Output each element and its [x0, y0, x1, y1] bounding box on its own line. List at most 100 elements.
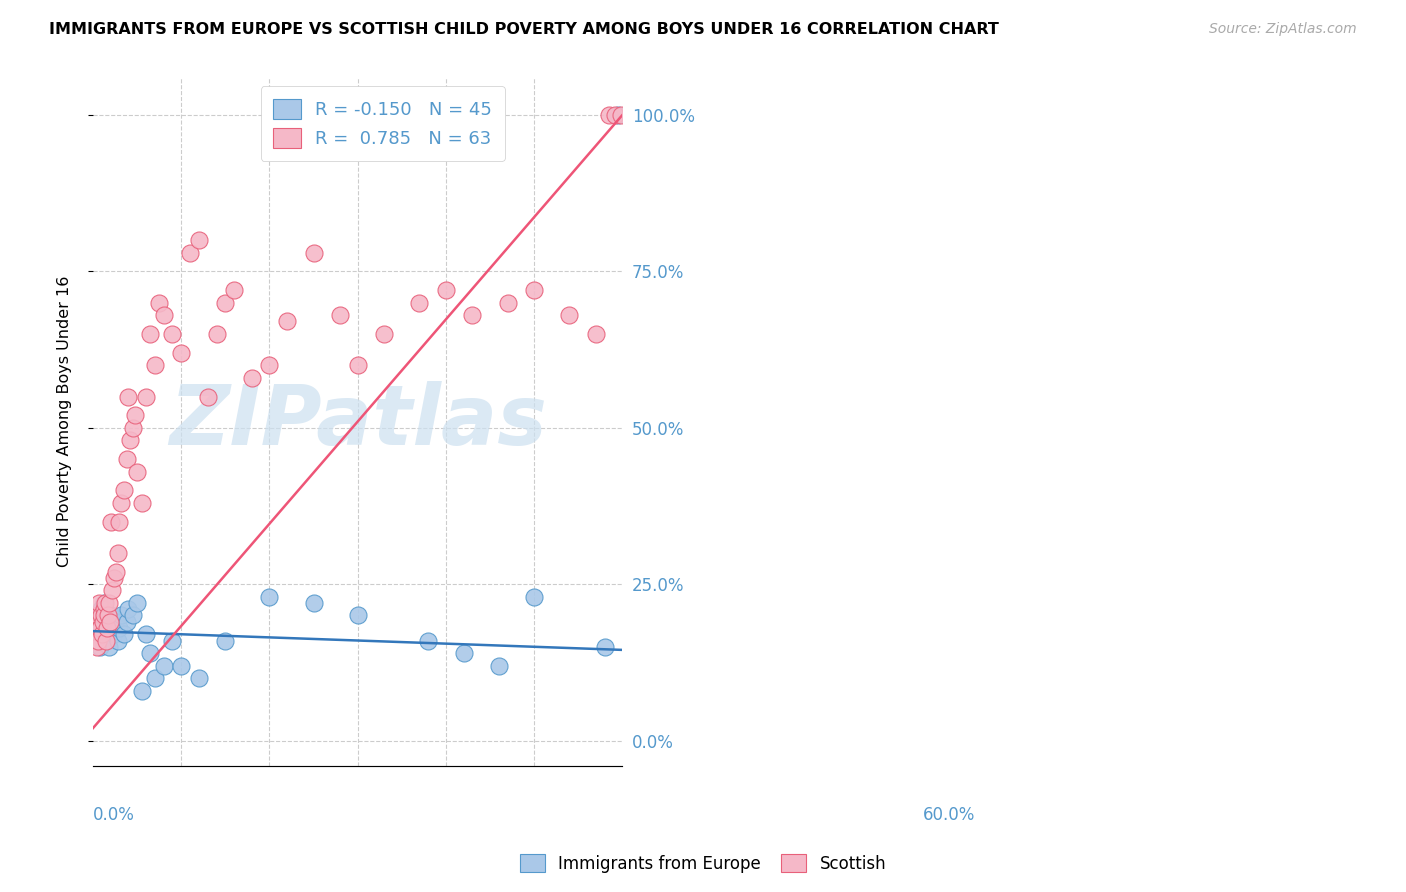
- Point: [83, 633, 105, 648]
- Point: [162, 326, 184, 341]
- Point: [214, 295, 236, 310]
- Point: [115, 615, 138, 629]
- Point: [523, 590, 546, 604]
- Point: [127, 465, 149, 479]
- Point: [96, 621, 118, 635]
- Point: [87, 633, 110, 648]
- Point: [91, 615, 114, 629]
- Point: [224, 283, 246, 297]
- Point: [131, 683, 153, 698]
- Point: [124, 409, 146, 423]
- Point: [93, 608, 115, 623]
- Point: [170, 345, 193, 359]
- Point: [115, 452, 138, 467]
- Point: [90, 627, 112, 641]
- Point: [408, 295, 430, 310]
- Point: [97, 596, 120, 610]
- Point: [523, 283, 546, 297]
- Point: [214, 633, 236, 648]
- Point: [127, 596, 149, 610]
- Point: [148, 295, 170, 310]
- Point: [488, 658, 510, 673]
- Point: [110, 496, 132, 510]
- Point: [240, 370, 263, 384]
- Point: [112, 483, 135, 498]
- Point: [86, 608, 108, 623]
- Text: IMMIGRANTS FROM EUROPE VS SCOTTISH CHILD POVERTY AMONG BOYS UNDER 16 CORRELATION: IMMIGRANTS FROM EUROPE VS SCOTTISH CHILD…: [49, 22, 1000, 37]
- Point: [101, 583, 124, 598]
- Legend: R = -0.150   N = 45, R =  0.785   N = 63: R = -0.150 N = 45, R = 0.785 N = 63: [262, 87, 505, 161]
- Point: [90, 608, 112, 623]
- Point: [205, 326, 228, 341]
- Point: [585, 326, 607, 341]
- Text: Source: ZipAtlas.com: Source: ZipAtlas.com: [1209, 22, 1357, 37]
- Point: [609, 108, 631, 122]
- Point: [103, 627, 125, 641]
- Point: [93, 608, 115, 623]
- Point: [143, 671, 166, 685]
- Point: [135, 627, 157, 641]
- Point: [89, 596, 111, 610]
- Point: [152, 308, 174, 322]
- Point: [97, 640, 120, 654]
- Point: [93, 596, 115, 610]
- Point: [90, 602, 112, 616]
- Point: [302, 596, 325, 610]
- Point: [593, 640, 616, 654]
- Point: [302, 245, 325, 260]
- Point: [87, 615, 110, 629]
- Point: [104, 565, 127, 579]
- Point: [90, 621, 112, 635]
- Point: [179, 245, 201, 260]
- Point: [110, 608, 132, 623]
- Point: [187, 671, 209, 685]
- Point: [276, 314, 298, 328]
- Point: [89, 640, 111, 654]
- Point: [143, 358, 166, 372]
- Point: [94, 596, 117, 610]
- Point: [89, 627, 111, 641]
- Point: [120, 434, 142, 448]
- Point: [107, 633, 129, 648]
- Point: [558, 308, 581, 322]
- Text: 60.0%: 60.0%: [922, 805, 976, 823]
- Point: [461, 308, 484, 322]
- Point: [170, 658, 193, 673]
- Point: [96, 615, 118, 629]
- Point: [259, 590, 281, 604]
- Point: [100, 608, 122, 623]
- Point: [346, 358, 368, 372]
- Point: [96, 627, 118, 641]
- Point: [117, 390, 139, 404]
- Point: [101, 621, 124, 635]
- Point: [373, 326, 395, 341]
- Point: [418, 633, 440, 648]
- Point: [103, 571, 125, 585]
- Point: [104, 615, 127, 629]
- Point: [187, 233, 209, 247]
- Point: [117, 602, 139, 616]
- Y-axis label: Child Poverty Among Boys Under 16: Child Poverty Among Boys Under 16: [58, 276, 72, 567]
- Point: [89, 621, 111, 635]
- Point: [346, 608, 368, 623]
- Point: [86, 633, 108, 648]
- Point: [97, 608, 120, 623]
- Point: [259, 358, 281, 372]
- Point: [197, 390, 219, 404]
- Point: [112, 627, 135, 641]
- Point: [108, 621, 131, 635]
- Point: [84, 621, 107, 635]
- Point: [121, 608, 143, 623]
- Point: [329, 308, 352, 322]
- Point: [598, 108, 620, 122]
- Point: [107, 546, 129, 560]
- Point: [453, 646, 475, 660]
- Point: [91, 633, 114, 648]
- Point: [86, 608, 108, 623]
- Point: [496, 295, 519, 310]
- Point: [139, 646, 162, 660]
- Text: ZIPatlas: ZIPatlas: [169, 381, 547, 462]
- Point: [93, 602, 115, 616]
- Point: [98, 615, 121, 629]
- Point: [131, 496, 153, 510]
